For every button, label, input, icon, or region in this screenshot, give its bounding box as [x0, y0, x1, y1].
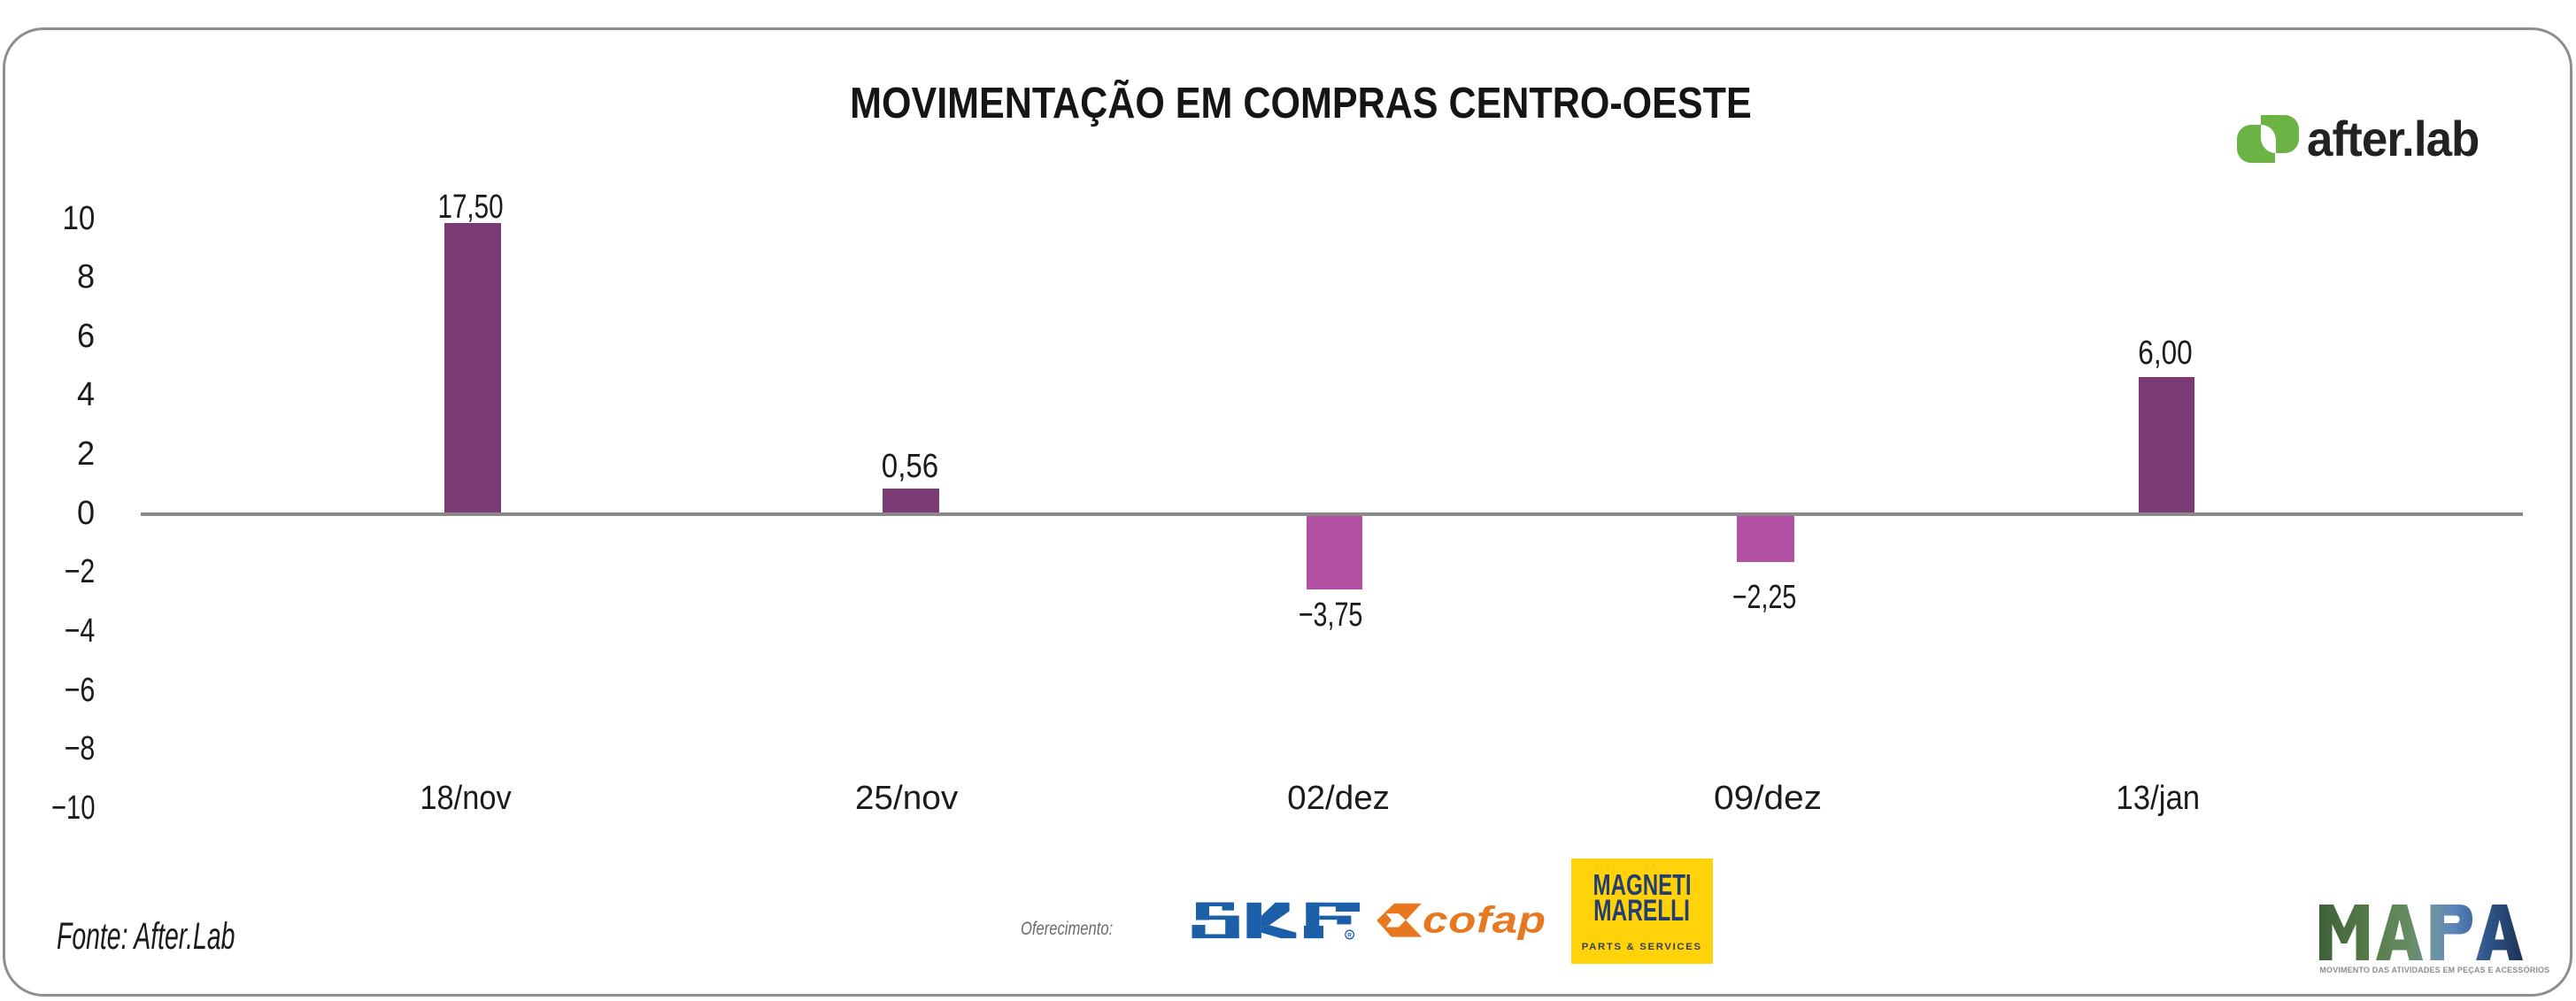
svg-text:R: R [1347, 932, 1352, 938]
svg-text:cofap: cofap [1423, 899, 1546, 941]
